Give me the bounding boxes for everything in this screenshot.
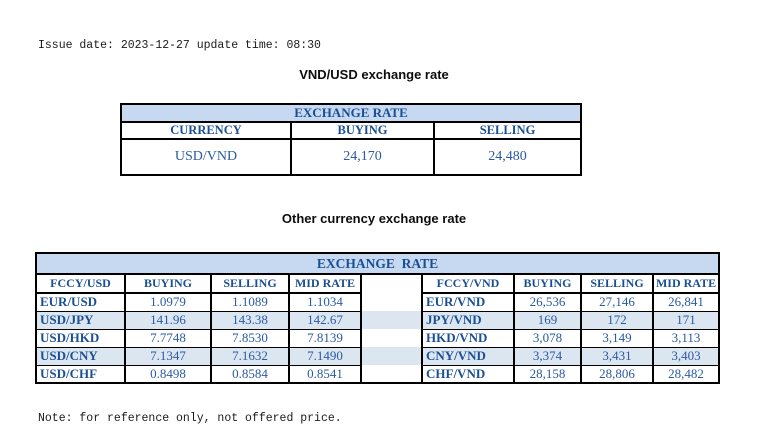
rate-cell: 1.1089 — [210, 292, 290, 312]
vnd-usd-rate-table: EXCHANGE RATE CURRENCY BUYING SELLING US… — [119, 103, 583, 176]
issue-date-text: Issue date: 2023-12-27 update time: 08:3… — [38, 39, 321, 52]
spacer-cell — [361, 329, 422, 347]
currency-pair-cell: USD/JPY — [35, 310, 126, 330]
other-currency-title: Other currency exchange rate — [281, 211, 467, 226]
rate-cell: 0.8541 — [288, 364, 362, 384]
rate-cell: 7.1632 — [210, 346, 290, 366]
rate-cell: 7.8530 — [210, 328, 290, 348]
rate-cell: 7.1347 — [124, 346, 212, 366]
rate-cell: 3,113 — [651, 328, 721, 348]
table-header-cell: EXCHANGE RATE — [119, 103, 583, 123]
table-header-row: EXCHANGE RATE — [34, 252, 721, 275]
other-currency-rate-table: EXCHANGE RATE FCCY/USD BUYING SELLING MI… — [34, 252, 721, 384]
rate-cell: 26,841 — [651, 292, 721, 312]
column-header-currency: CURRENCY — [120, 121, 292, 140]
rate-cell: 172 — [580, 310, 654, 330]
spacer-cell — [361, 347, 422, 365]
rate-cell: 1.0979 — [124, 292, 212, 312]
table-row: USD/HKD 7.7748 7.8530 7.8139 HKD/VND 3,0… — [35, 328, 721, 348]
currency-pair-cell: USD/CNY — [35, 346, 126, 366]
currency-pair-cell: EUR/VND — [421, 292, 515, 312]
rate-cell: 169 — [513, 310, 582, 330]
column-header-buying: BUYING — [290, 121, 435, 140]
selling-rate-cell: 24,480 — [432, 138, 583, 176]
rate-cell: 143.38 — [210, 310, 290, 330]
currency-pair-cell: CNY/VND — [421, 346, 515, 366]
rate-cell: 171 — [651, 310, 721, 330]
rate-cell: 142.67 — [288, 310, 362, 330]
rate-cell: 28,482 — [651, 364, 721, 384]
spacer-cell — [361, 365, 422, 383]
column-header-buying: BUYING — [513, 273, 582, 294]
column-header-buying: BUYING — [124, 273, 212, 294]
rate-cell: 28,806 — [580, 364, 654, 384]
rate-cell: 3,403 — [651, 346, 721, 366]
rate-cell: 27,146 — [580, 292, 654, 312]
currency-pair-cell: USD/HKD — [35, 328, 126, 348]
column-header-mid-rate: MID RATE — [288, 273, 362, 294]
vnd-usd-title: VND/USD exchange rate — [299, 67, 449, 82]
rate-cell: 3,431 — [580, 346, 654, 366]
currency-pair-cell: CHF/VND — [421, 364, 515, 384]
rate-cell: 0.8584 — [210, 364, 290, 384]
column-header-row: CURRENCY BUYING SELLING — [120, 121, 583, 140]
rate-cell: 3,374 — [513, 346, 582, 366]
currency-pair-cell: JPY/VND — [421, 310, 515, 330]
rate-cell: 3,149 — [580, 328, 654, 348]
table-row: USD/CNY 7.1347 7.1632 7.1490 CNY/VND 3,3… — [35, 346, 721, 366]
currency-pair-cell: USD/CHF — [35, 364, 126, 384]
spacer-cell — [361, 311, 422, 329]
rate-cell: 1.1034 — [288, 292, 362, 312]
table-row: USD/CHF 0.8498 0.8584 0.8541 CHF/VND 28,… — [35, 364, 721, 384]
table-row: USD/VND 24,170 24,480 — [120, 138, 583, 176]
rate-cell: 3,078 — [513, 328, 582, 348]
rate-cell: 141.96 — [124, 310, 212, 330]
table-row: USD/JPY 141.96 143.38 142.67 JPY/VND 169… — [35, 310, 721, 330]
currency-pair-cell: EUR/USD — [35, 292, 126, 312]
rate-cell: 0.8498 — [124, 364, 212, 384]
table-row: EUR/USD 1.0979 1.1089 1.1034 EUR/VND 26,… — [35, 292, 721, 312]
column-header-selling: SELLING — [210, 273, 290, 294]
spacer-cell — [361, 274, 422, 293]
rate-cell: 7.1490 — [288, 346, 362, 366]
column-header-mid-rate: MID RATE — [651, 273, 721, 294]
currency-pair-cell: HKD/VND — [421, 328, 515, 348]
rate-cell: 28,158 — [513, 364, 582, 384]
table-header-cell: EXCHANGE RATE — [34, 252, 721, 275]
spacer-cell — [361, 293, 422, 311]
buying-rate-cell: 24,170 — [290, 138, 435, 176]
column-header-selling: SELLING — [432, 121, 583, 140]
column-header-fccy-vnd: FCCY/VND — [421, 273, 515, 294]
column-header-fccy-usd: FCCY/USD — [35, 273, 126, 294]
rate-cell: 26,536 — [513, 292, 582, 312]
table-header-row: EXCHANGE RATE — [119, 103, 583, 123]
rate-cell: 7.8139 — [288, 328, 362, 348]
note-text: Note: for reference only, not offered pr… — [38, 412, 342, 425]
column-header-row: FCCY/USD BUYING SELLING MID RATE FCCY/VN… — [35, 273, 721, 294]
rate-cell: 7.7748 — [124, 328, 212, 348]
currency-pair-cell: USD/VND — [120, 138, 292, 176]
column-header-selling: SELLING — [580, 273, 654, 294]
